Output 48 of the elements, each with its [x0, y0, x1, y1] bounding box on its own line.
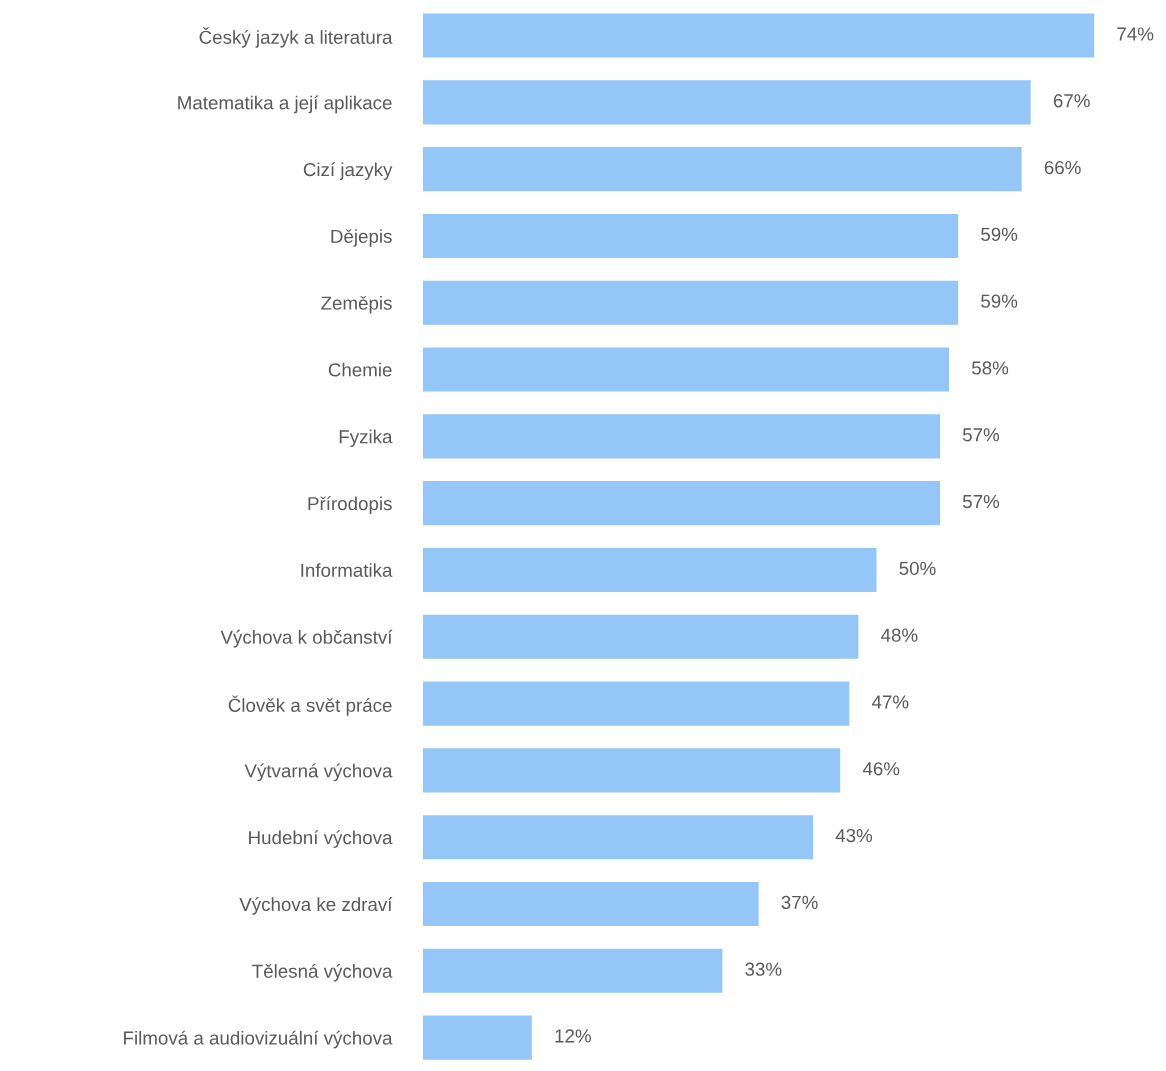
y-tick-label: Přírodopis: [308, 496, 392, 514]
y-tick-label: Dějepis: [331, 229, 392, 247]
y-tick-label: Filmová a audiovizuální výchova: [124, 1030, 393, 1049]
y-tick-label: Matematika a její aplikace: [178, 95, 392, 114]
data-label: 59%: [981, 227, 1018, 241]
y-tick-label: Hudební výchova: [249, 830, 393, 848]
bar: [423, 80, 1031, 125]
bar: [423, 347, 950, 392]
data-label: 43%: [835, 828, 873, 843]
data-label: 67%: [1053, 94, 1090, 108]
data-label: 33%: [745, 962, 782, 976]
data-label: 57%: [962, 495, 1000, 509]
y-tick-label: Výchova k občanství: [220, 629, 393, 648]
data-label: 57%: [962, 428, 1000, 442]
bar: [423, 147, 1022, 192]
bar: [423, 213, 959, 258]
bar: [423, 13, 1095, 58]
y-tick-label: Člověk a svět práce: [228, 695, 392, 716]
data-label: 58%: [972, 361, 1009, 375]
data-label: 50%: [899, 561, 936, 576]
bar: [423, 948, 723, 993]
y-tick-label: Tělesná výchova: [252, 963, 393, 982]
data-label: 37%: [781, 895, 818, 910]
data-label: 48%: [881, 628, 918, 642]
y-tick-label: Výchova ke zdraví: [239, 897, 393, 915]
y-tick-label: Fyzika: [339, 429, 393, 448]
bar: [423, 815, 814, 860]
bar: [423, 547, 877, 593]
y-tick-label: Zeměpis: [321, 295, 392, 314]
data-label: 47%: [871, 695, 909, 709]
bar: [423, 1015, 532, 1060]
data-label: 74%: [1117, 27, 1154, 41]
data-label: 12%: [555, 1029, 591, 1043]
data-label: 46%: [862, 762, 900, 776]
bar: [423, 280, 959, 325]
y-tick-label: Informatika: [301, 563, 393, 577]
y-tick-label: Výtvarná výchova: [244, 763, 393, 782]
bar: [423, 481, 940, 526]
bar: [423, 681, 850, 726]
y-tick-label: Český jazyk a literatura: [199, 27, 393, 48]
bar: [423, 614, 859, 659]
data-label: 59%: [981, 294, 1018, 308]
data-label: 66%: [1044, 160, 1081, 175]
bar: [423, 414, 940, 459]
bar: [423, 881, 759, 927]
bar: [423, 748, 841, 793]
y-tick-label: Cizí jazyky: [303, 162, 393, 180]
y-tick-label: Chemie: [328, 362, 392, 377]
